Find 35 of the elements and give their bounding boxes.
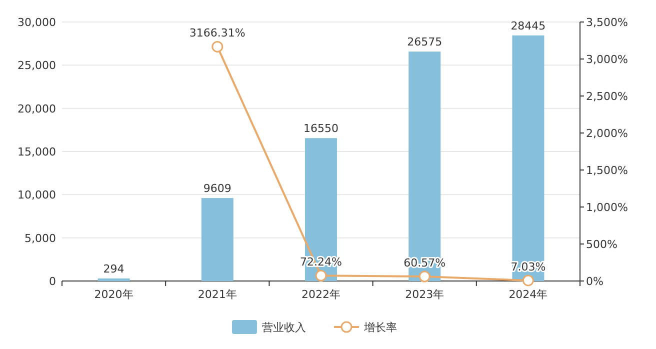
y2-tick-label: 0% <box>586 275 604 288</box>
point <box>212 40 224 52</box>
data-label: 26575 <box>407 36 442 49</box>
y2-tick-label: 1,000% <box>586 201 628 214</box>
point <box>522 274 534 286</box>
x-tick-label: 2021年 <box>198 288 237 301</box>
data-label: 294 <box>103 262 124 276</box>
y-tick-label: 30,000 <box>18 16 56 29</box>
bar <box>98 278 130 281</box>
y2-tick-label: 2,500% <box>586 90 628 103</box>
x-tick-label: 2022年 <box>302 288 340 301</box>
data-label: 16550 <box>304 122 338 136</box>
y-tick-label: 10,000 <box>18 188 56 202</box>
legend-label: 增长率 <box>363 321 397 334</box>
data-label: 9609 <box>203 182 232 196</box>
point <box>418 270 430 282</box>
y-tick-label: 15,000 <box>18 146 56 158</box>
y-tick-label: 25,000 <box>18 59 56 72</box>
x-tick-label: 2023年 <box>405 288 444 301</box>
data-label: 3166.31% <box>189 26 246 40</box>
y2-tick-label: 3,500% <box>586 16 628 29</box>
x-tick-label: 2020年 <box>94 288 134 301</box>
y2-tick-label: 500% <box>586 238 618 251</box>
y2-tick-label: 1,500% <box>586 164 628 177</box>
y-tick-label: 20,000 <box>18 102 56 116</box>
bar <box>512 35 544 281</box>
y-tick-label: 5,000 <box>24 232 56 245</box>
point <box>315 270 327 282</box>
y-tick-label: 0 <box>49 275 56 288</box>
y2-tick-label: 2,000% <box>586 127 628 140</box>
data-label: 28445 <box>510 19 546 32</box>
legend-label: 营业收入 <box>262 321 306 334</box>
x-tick-label: 2024年 <box>508 288 548 301</box>
y2-tick-label: 3,000% <box>586 53 628 66</box>
bar <box>201 198 234 281</box>
